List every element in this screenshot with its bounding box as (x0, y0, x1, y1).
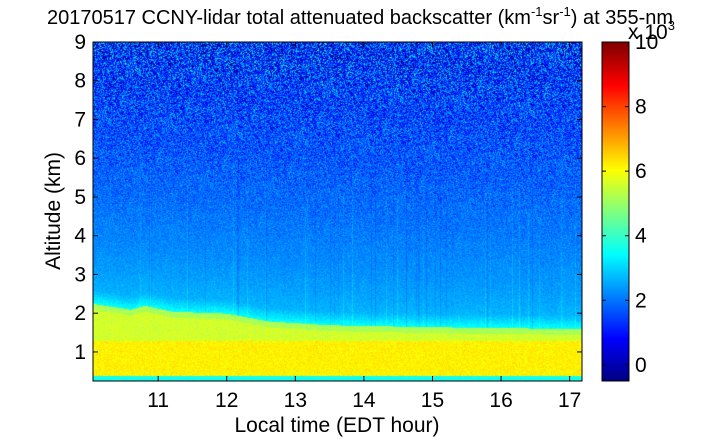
x-tick-label: 11 (147, 389, 169, 412)
y-tick-label: 2 (74, 302, 86, 325)
x-tick-label: 16 (489, 389, 512, 412)
colorbar-tick-label: 6 (635, 160, 647, 183)
colorbar-ticks: 0 2 4 6 8 10 (602, 31, 658, 377)
x-tick-label: 12 (215, 389, 238, 412)
colorbar-gradient (602, 42, 629, 381)
chart-title: 20170517 CCNY-lidar total attenuated bac… (47, 4, 673, 29)
y-tick-label: 6 (74, 147, 86, 170)
colorbar-scale-label: x 103 (628, 18, 675, 44)
colorbar-tick-label: 2 (635, 289, 647, 312)
backscatter-heatmap (93, 42, 582, 381)
colorbar-tick-label: 8 (635, 96, 647, 119)
plot-frame (92, 41, 583, 382)
y-axis: 1 2 3 4 5 6 7 8 9 (74, 31, 582, 364)
x-tick-label: 13 (284, 389, 307, 412)
colorbar-tick-label: 10 (635, 31, 658, 54)
colorbar-tick-label: 0 (635, 354, 647, 377)
y-tick-label: 5 (74, 186, 86, 209)
colorbar-frame (601, 41, 630, 382)
y-axis-label: Altitude (km) (42, 152, 65, 270)
x-axis-label: Local time (EDT hour) (234, 414, 439, 437)
colorbar-tick-label: 4 (635, 225, 647, 248)
y-tick-label: 8 (74, 70, 86, 93)
x-axis: 11 12 13 14 15 16 17 (147, 42, 581, 412)
plot-area (92, 41, 583, 382)
x-tick-label: 14 (352, 389, 376, 412)
y-tick-label: 7 (74, 108, 86, 131)
y-tick-label: 9 (74, 31, 86, 54)
y-tick-label: 3 (74, 263, 86, 286)
y-tick-label: 1 (74, 341, 86, 364)
x-tick-label: 15 (421, 389, 444, 412)
y-tick-label: 4 (74, 225, 86, 248)
x-tick-label: 17 (558, 389, 581, 412)
colorbar: 0 2 4 6 8 10 x 103 (601, 18, 675, 382)
